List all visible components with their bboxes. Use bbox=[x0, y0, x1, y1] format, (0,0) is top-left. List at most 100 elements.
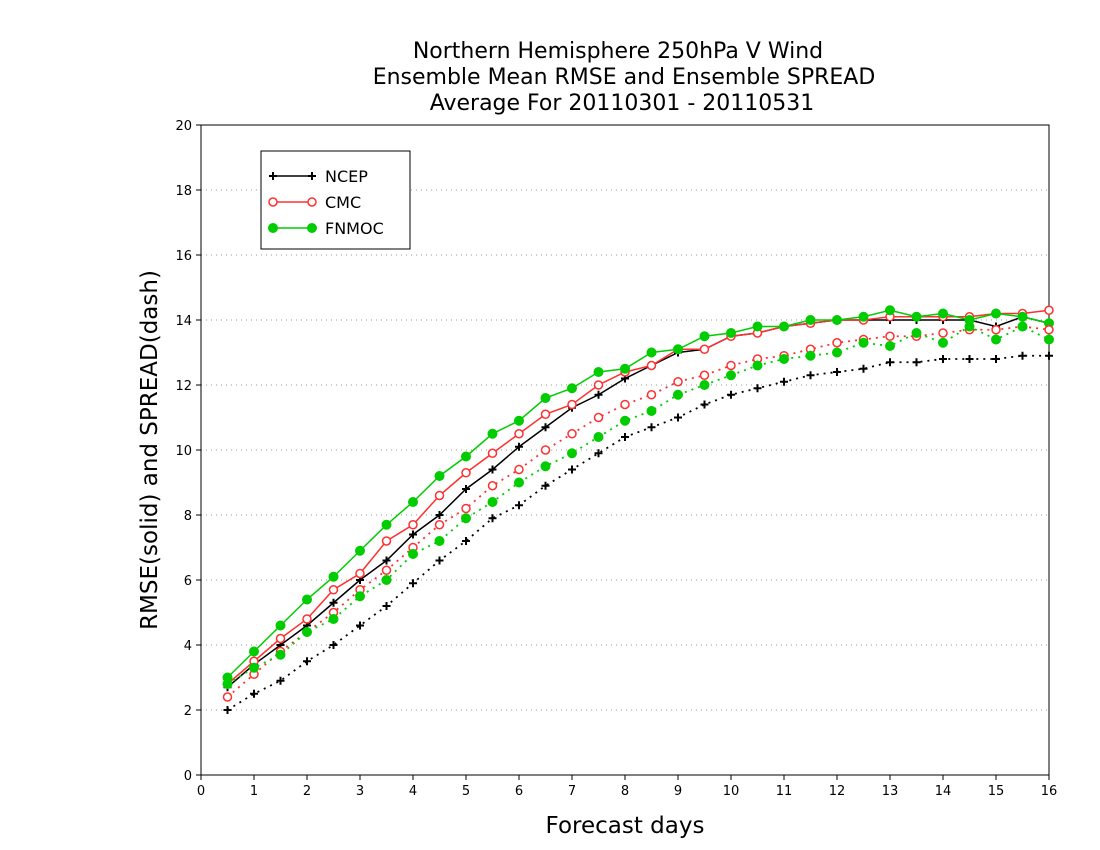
point-fnmoc-spread-28 bbox=[964, 321, 975, 332]
point-fnmoc-rmse-30 bbox=[1017, 311, 1028, 322]
point-cmc-spread-10 bbox=[487, 481, 498, 491]
point-fnmoc-rmse-3 bbox=[302, 594, 312, 605]
point-ncep-spread-15 bbox=[621, 433, 629, 441]
point-cmc-spread-31 bbox=[1044, 325, 1054, 335]
point-cmc-spread-18 bbox=[699, 370, 710, 380]
x-tick-label-12: 12 bbox=[829, 784, 846, 799]
point-cmc-rmse-11 bbox=[514, 429, 524, 439]
point-fnmoc-spread-18 bbox=[699, 380, 710, 390]
x-tick-label-6: 6 bbox=[515, 784, 523, 799]
point-cmc-rmse-7 bbox=[408, 520, 418, 530]
point-ncep-spread-9 bbox=[462, 537, 470, 545]
point-ncep-spread-0 bbox=[223, 706, 232, 714]
point-ncep-spread-14 bbox=[594, 449, 603, 458]
point-fnmoc-rmse-5 bbox=[355, 545, 365, 556]
point-ncep-spread-18 bbox=[700, 400, 709, 409]
point-fnmoc-rmse-17 bbox=[673, 344, 683, 355]
series-ncep-rmse bbox=[223, 312, 1053, 692]
point-cmc-spread-9 bbox=[461, 503, 471, 514]
legend-marker-left-fnmoc bbox=[268, 223, 278, 233]
point-cmc-rmse-3 bbox=[302, 614, 312, 624]
point-fnmoc-rmse-29 bbox=[991, 308, 1001, 319]
point-ncep-rmse-12 bbox=[541, 423, 550, 432]
point-fnmoc-rmse-12 bbox=[540, 393, 551, 403]
legend-box bbox=[260, 150, 411, 250]
point-cmc-rmse-6 bbox=[381, 536, 392, 546]
legend-item-ncep: NCEP bbox=[269, 167, 368, 186]
point-ncep-spread-12 bbox=[541, 481, 550, 490]
point-cmc-spread-11 bbox=[514, 464, 524, 475]
plot-frame bbox=[200, 124, 1050, 776]
point-fnmoc-rmse-8 bbox=[434, 471, 445, 481]
point-ncep-spread-26 bbox=[912, 358, 921, 367]
y-tick-label-18: 18 bbox=[175, 184, 192, 199]
series-line-cmc-spread bbox=[226, 325, 1050, 698]
plot-series bbox=[222, 305, 1054, 714]
point-ncep-rmse-11 bbox=[515, 442, 523, 451]
y-tick-label-14: 14 bbox=[175, 314, 192, 329]
point-ncep-spread-22 bbox=[806, 371, 815, 380]
point-fnmoc-rmse-16 bbox=[646, 347, 657, 358]
point-ncep-spread-2 bbox=[276, 676, 285, 685]
x-tick-label-1: 1 bbox=[250, 784, 258, 799]
point-fnmoc-spread-15 bbox=[620, 415, 630, 426]
point-fnmoc-spread-1 bbox=[249, 662, 259, 673]
legend-marker-left-cmc bbox=[268, 197, 278, 207]
point-cmc-rmse-18 bbox=[699, 344, 710, 354]
point-fnmoc-spread-8 bbox=[434, 536, 445, 546]
point-cmc-rmse-2 bbox=[275, 633, 286, 644]
point-cmc-spread-0 bbox=[222, 692, 233, 702]
point-fnmoc-spread-25 bbox=[885, 341, 895, 351]
point-fnmoc-spread-10 bbox=[487, 497, 498, 507]
x-axis: 0 1 2 3 4 5 6 7 8 9 10 11 12 13 14 15 16 bbox=[197, 775, 1057, 799]
point-fnmoc-rmse-23 bbox=[832, 315, 842, 325]
point-fnmoc-spread-7 bbox=[408, 549, 418, 559]
series-line-fnmoc-rmse bbox=[226, 309, 1050, 679]
point-fnmoc-spread-4 bbox=[328, 614, 339, 624]
legend-label-cmc: CMC bbox=[325, 193, 361, 212]
point-ncep-spread-10 bbox=[488, 514, 497, 523]
point-cmc-spread-13 bbox=[567, 429, 577, 439]
point-fnmoc-rmse-24 bbox=[858, 311, 869, 322]
x-tick-label-0: 0 bbox=[197, 784, 205, 799]
x-tick-label-13: 13 bbox=[882, 784, 899, 799]
point-ncep-spread-31 bbox=[1045, 351, 1053, 360]
point-fnmoc-rmse-21 bbox=[779, 321, 789, 332]
point-ncep-spread-23 bbox=[833, 368, 841, 376]
legend-item-cmc: CMC bbox=[268, 193, 361, 212]
series-line-cmc-rmse bbox=[227, 309, 1050, 685]
point-fnmoc-spread-31 bbox=[1044, 334, 1054, 345]
legend-marker-right-ncep bbox=[308, 172, 316, 180]
series-line-fnmoc-spread bbox=[227, 325, 1050, 685]
chart-title-line-1: Northern Hemisphere 250hPa V Wind bbox=[413, 39, 823, 64]
point-fnmoc-rmse-11 bbox=[514, 415, 524, 426]
point-fnmoc-spread-27 bbox=[938, 337, 948, 348]
legend: NCEP CMC FNMOC bbox=[260, 150, 411, 250]
x-tick-label-2: 2 bbox=[303, 784, 311, 799]
point-fnmoc-spread-21 bbox=[779, 354, 789, 364]
point-ncep-spread-17 bbox=[674, 413, 682, 422]
point-fnmoc-rmse-19 bbox=[726, 328, 736, 338]
point-ncep-rmse-9 bbox=[462, 485, 470, 493]
y-tick-label-8: 8 bbox=[184, 509, 192, 524]
point-ncep-rmse-10 bbox=[488, 465, 497, 474]
chart-title-line-3: Average For 20110301 - 20110531 bbox=[430, 91, 815, 116]
chart-title: Northern Hemisphere 250hPa V Wind Ensemb… bbox=[373, 39, 876, 116]
point-fnmoc-spread-16 bbox=[646, 406, 657, 416]
point-fnmoc-spread-6 bbox=[381, 575, 392, 585]
point-cmc-spread-19 bbox=[726, 360, 736, 371]
y-tick-label-16: 16 bbox=[175, 249, 192, 264]
point-cmc-spread-16 bbox=[646, 390, 657, 400]
y-tick-label-4: 4 bbox=[184, 639, 192, 654]
point-cmc-rmse-31 bbox=[1044, 305, 1054, 315]
legend-marker-left-ncep bbox=[269, 172, 277, 180]
y-tick-label-10: 10 bbox=[175, 444, 192, 459]
x-tick-label-8: 8 bbox=[621, 784, 629, 799]
point-cmc-rmse-13 bbox=[567, 399, 577, 410]
point-ncep-spread-28 bbox=[965, 355, 974, 363]
point-fnmoc-rmse-7 bbox=[408, 497, 418, 507]
point-fnmoc-spread-19 bbox=[726, 370, 736, 381]
y-tick-label-12: 12 bbox=[175, 379, 192, 394]
point-fnmoc-spread-23 bbox=[832, 347, 842, 358]
y-tick-label-20: 20 bbox=[175, 119, 192, 134]
